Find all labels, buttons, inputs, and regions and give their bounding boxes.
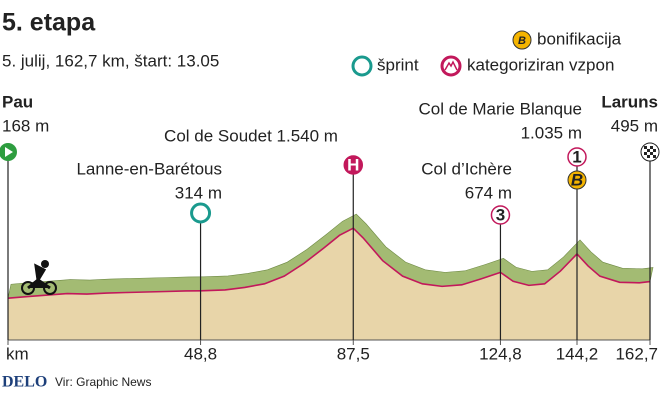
elevation-label: 495 m [611,116,658,135]
climb-icon [567,147,587,167]
place-name: Col d’Ichère [421,159,512,178]
place-name: Pau [2,92,33,111]
x-tick-label: 144,2 [556,344,599,363]
profile-area [8,228,650,340]
footer-source: Vir: Graphic News [55,375,151,389]
bonus-icon [567,170,587,190]
climb-icon-mountain [444,60,458,71]
legend-climb: kategoriziran vzpon [467,55,614,74]
elevation-label: 314 m [175,183,222,202]
x-tick-label: km [6,344,29,363]
finish-check [647,149,650,152]
climb-category: 1 [572,147,581,166]
finish-check [650,146,653,149]
legend-sprint: šprint [377,55,419,74]
x-tick-label: 162,7 [615,344,658,363]
place-name: Laruns [601,92,658,111]
elevation-label: 1.035 m [521,123,582,142]
legend-bonus: bonifikacija [537,29,622,48]
place-name: Col de Soudet 1.540 m [164,126,338,145]
footer-brand: DELO [2,374,47,391]
climb-category: H [347,155,359,174]
plot: km 48,8 87,5 124,8 144,2 162,7 Pau 168 m Lanne-e… [0,92,660,363]
finish-check [644,152,647,155]
title: 5. etapa [2,9,96,37]
start-arrow [5,147,13,157]
place-name: Lanne-en-Barétous [76,159,222,178]
finish-check [653,155,656,158]
elevation-label: 674 m [465,183,512,202]
finish-check [653,149,656,152]
sprint-icon [351,55,373,77]
finish-check [650,152,653,155]
x-tick-label: 48,8 [184,344,217,363]
elevation-label: 168 m [2,116,49,135]
cyclist [21,260,57,295]
bonus-icon [512,30,532,50]
finish-check [644,146,647,149]
x-tick-label: 87,5 [337,344,370,363]
place-name: Col de Marie Blanque [419,99,582,118]
finish-check [647,155,650,158]
climb-icon [343,155,364,175]
bonus-text: B [571,170,583,189]
x-tick-label: 124,8 [479,344,522,363]
bonus-icon-text: B [518,35,526,47]
climb-category: 3 [496,205,505,224]
subtitle: 5. julij, 162,7 km, štart: 13.05 [2,51,219,70]
climb-icon [490,205,511,225]
sprint-icon [190,202,212,224]
